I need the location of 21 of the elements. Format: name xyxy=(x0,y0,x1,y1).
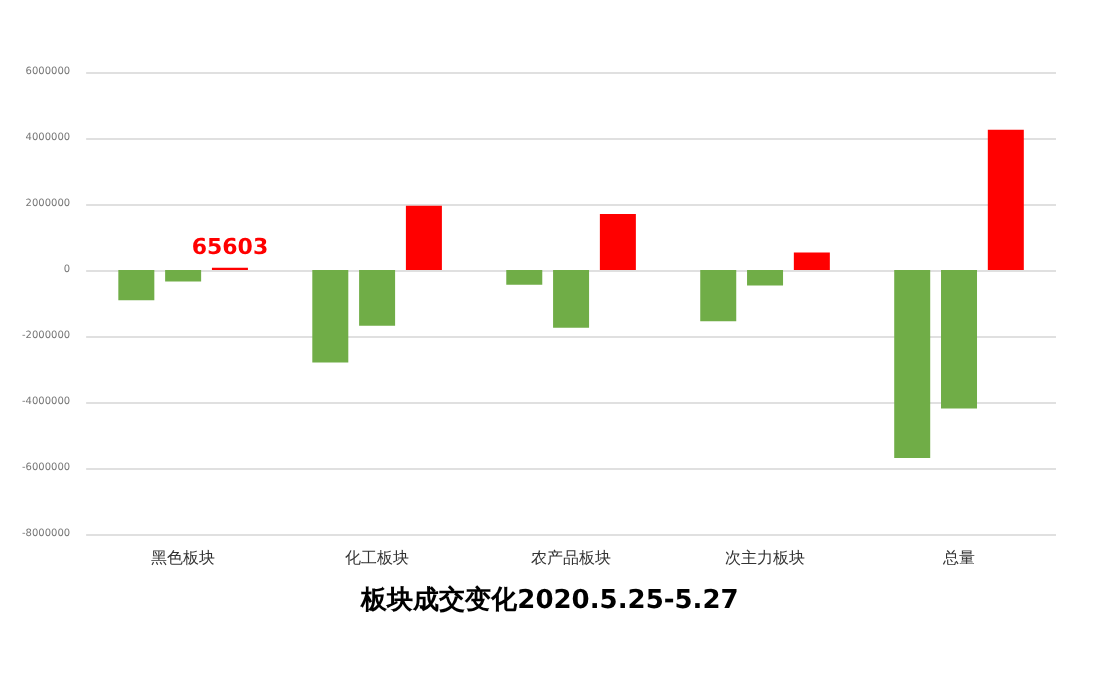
text: 板块成交变化2020.5.25-5.27 xyxy=(359,584,739,616)
data-label: 65603 xyxy=(191,233,269,260)
bar xyxy=(599,213,636,270)
bar xyxy=(894,270,931,459)
x-tick-label: 黑色板块 xyxy=(151,549,216,567)
x-tick-label: 总量 xyxy=(941,549,976,567)
bar xyxy=(553,270,590,328)
x-tick-label: 化工板块 xyxy=(345,549,410,567)
bar xyxy=(506,270,543,285)
x-tick-label: 次主力板块 xyxy=(725,549,806,567)
bar xyxy=(747,270,784,286)
bar xyxy=(359,270,396,326)
bar xyxy=(312,270,349,363)
bar xyxy=(165,270,202,282)
bar xyxy=(987,129,1024,270)
bar xyxy=(405,205,442,270)
bar xyxy=(700,270,737,322)
bar xyxy=(793,252,830,270)
bar xyxy=(941,270,978,409)
x-tick-label: 农产品板块 xyxy=(531,549,612,567)
bar xyxy=(118,270,155,301)
